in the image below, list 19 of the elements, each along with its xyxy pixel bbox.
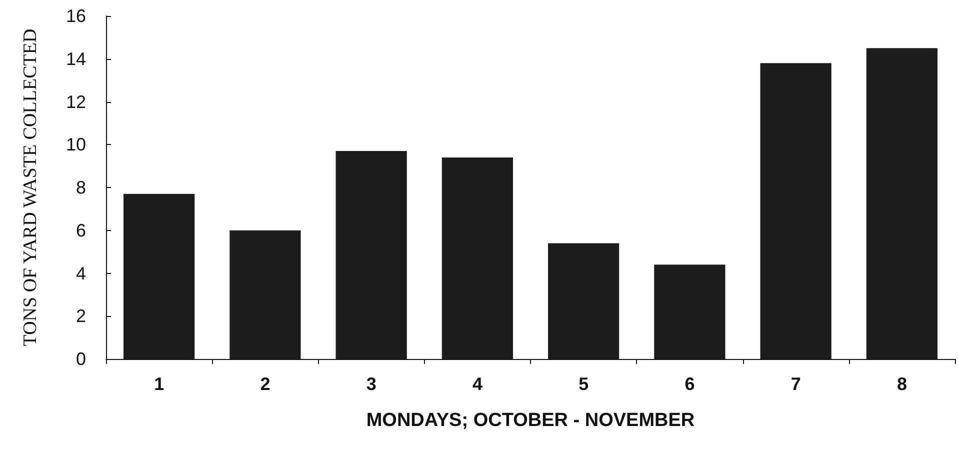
x-axis-title: MONDAYS; OCTOBER - NOVEMBER [366, 410, 695, 431]
y-tick-label: 2 [76, 306, 86, 326]
x-tick-label: 2 [260, 374, 270, 394]
x-tick-label: 6 [684, 374, 695, 394]
y-tick-label: 0 [76, 349, 86, 369]
y-tick-label: 16 [66, 6, 86, 26]
x-tick-label: 4 [472, 374, 482, 394]
y-axis-title: TONS OF YARD WASTE COLLECTED [20, 28, 41, 346]
y-tick-label: 14 [66, 48, 86, 69]
x-tick-label: 7 [790, 374, 801, 394]
y-tick-label: 10 [66, 134, 86, 155]
y-tick-label: 12 [66, 92, 86, 112]
y-tick-label: 6 [76, 220, 86, 240]
x-tick-label: 8 [896, 374, 907, 394]
y-tick-label: 4 [76, 263, 86, 284]
y-tick-label: 8 [76, 178, 86, 198]
x-tick-label: 3 [366, 374, 376, 394]
x-tick-label: 5 [578, 374, 589, 394]
x-tick-label: 1 [154, 374, 164, 394]
